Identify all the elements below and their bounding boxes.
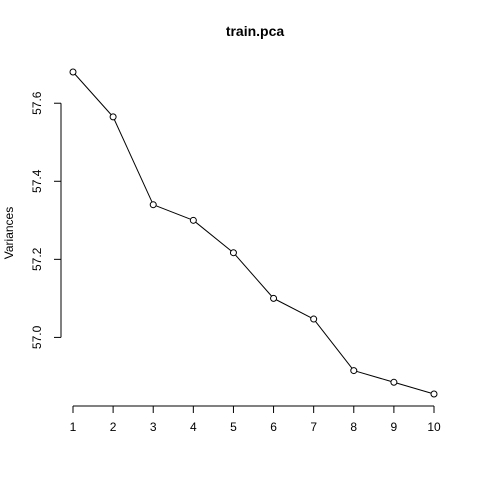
- series-segment: [193, 219, 234, 254]
- x-tick-label: 9: [391, 420, 398, 434]
- x-tick-label: 8: [350, 420, 357, 434]
- series-segment: [313, 318, 355, 371]
- data-point: [189, 216, 197, 224]
- x-tick-label: 3: [150, 420, 157, 434]
- series-segment: [393, 381, 435, 395]
- x-tick-label: 4: [190, 420, 197, 434]
- data-point: [390, 378, 398, 386]
- y-tick-label: 57.6: [30, 91, 44, 115]
- x-tick-label: 1: [70, 420, 77, 434]
- series-segment: [273, 297, 314, 320]
- data-point: [430, 390, 438, 398]
- series-segment: [72, 71, 114, 118]
- data-point: [350, 367, 358, 375]
- data-point: [229, 249, 237, 257]
- x-tick-label: 6: [270, 420, 277, 434]
- series-segment: [233, 252, 274, 299]
- series-segment: [353, 370, 395, 383]
- series-segment: [153, 204, 194, 221]
- y-tick-label: 57.2: [30, 247, 44, 271]
- data-point: [109, 113, 117, 121]
- x-tick-label: 10: [427, 420, 441, 434]
- chart-title: train.pca: [226, 23, 285, 39]
- x-tick-label: 7: [310, 420, 317, 434]
- series-layer: [69, 68, 438, 398]
- y-tick-label: 57.0: [30, 325, 44, 349]
- y-tick-label: 57.4: [30, 169, 44, 193]
- x-tick-label: 2: [110, 420, 117, 434]
- data-point: [69, 68, 77, 76]
- data-point: [270, 294, 278, 302]
- y-axis-label: Variances: [2, 207, 16, 259]
- x-tick-label: 5: [230, 420, 237, 434]
- x-axis: 1 2 3 4 5 6 7 8 9 10: [70, 405, 441, 434]
- series-segment: [112, 116, 154, 205]
- data-point: [149, 201, 157, 209]
- y-axis: 57.0 57.2 57.4 57.6: [30, 91, 62, 349]
- data-point: [310, 315, 318, 323]
